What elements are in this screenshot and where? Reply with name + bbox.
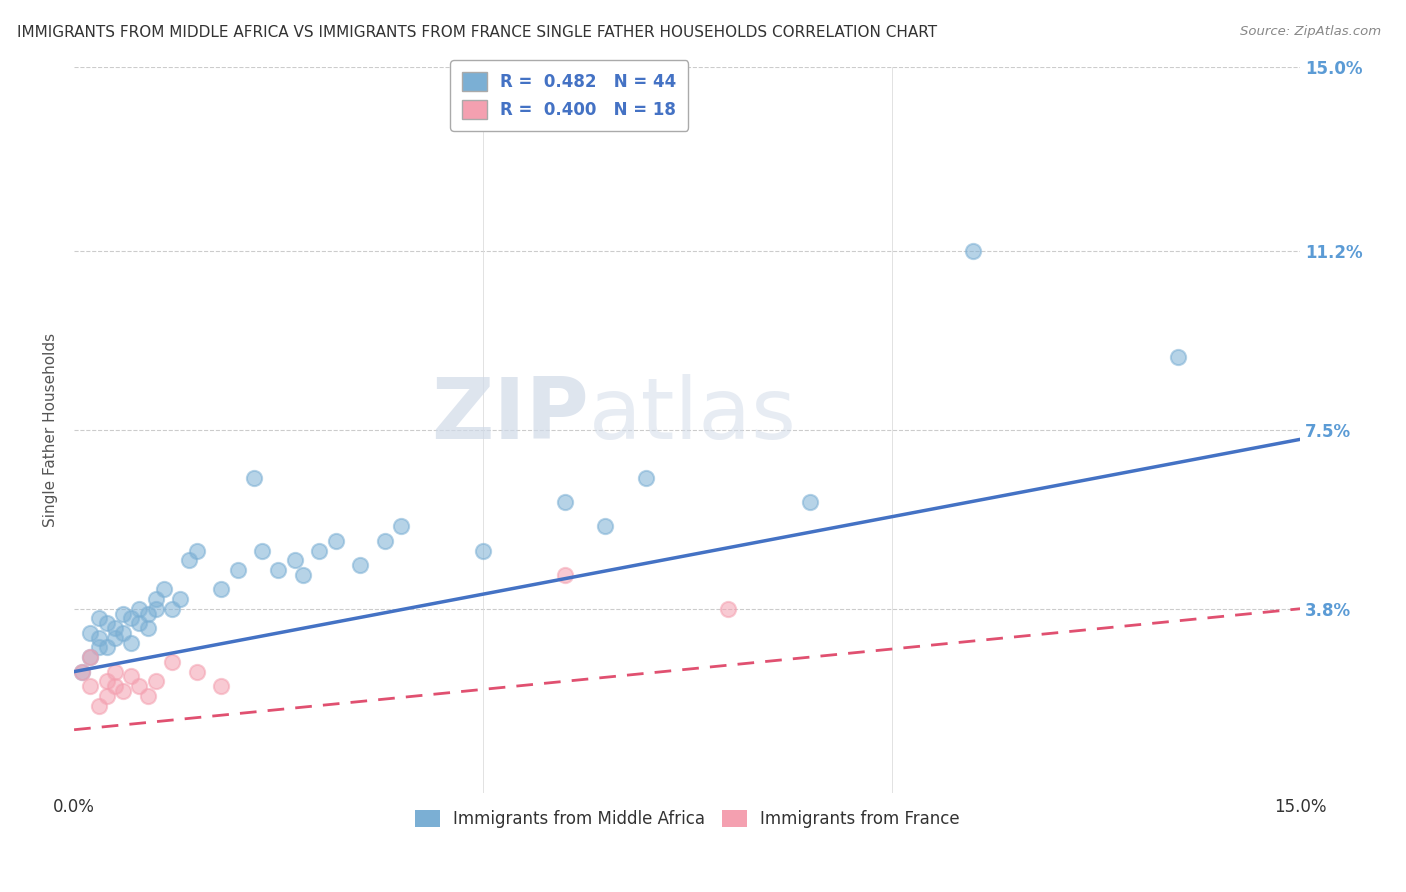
Point: [104, 665, 127, 679]
Point: [136, 607, 159, 621]
Point: [87, 611, 110, 625]
Point: [554, 567, 576, 582]
Point: [267, 563, 290, 577]
Point: [79, 650, 101, 665]
Point: [226, 563, 249, 577]
Point: [120, 635, 142, 649]
Point: [112, 626, 135, 640]
Point: [112, 684, 135, 698]
Point: [87, 640, 110, 655]
Point: [79, 679, 101, 693]
Point: [136, 621, 159, 635]
Point: [177, 553, 200, 567]
Point: [636, 471, 658, 485]
Text: IMMIGRANTS FROM MIDDLE AFRICA VS IMMIGRANTS FROM FRANCE SINGLE FATHER HOUSEHOLDS: IMMIGRANTS FROM MIDDLE AFRICA VS IMMIGRA…: [17, 25, 936, 40]
Point: [169, 592, 191, 607]
Point: [128, 679, 150, 693]
Point: [72, 665, 94, 679]
Point: [717, 601, 740, 615]
Point: [87, 631, 110, 645]
Point: [471, 543, 494, 558]
Point: [79, 650, 101, 665]
Point: [145, 592, 167, 607]
Point: [96, 640, 118, 655]
Point: [186, 543, 208, 558]
Point: [554, 495, 576, 509]
Point: [145, 601, 167, 615]
Point: [389, 519, 412, 533]
Point: [962, 244, 984, 258]
Point: [595, 519, 617, 533]
Point: [1167, 350, 1189, 364]
Point: [243, 471, 266, 485]
Point: [325, 533, 347, 548]
Point: [96, 674, 118, 689]
Point: [209, 582, 232, 597]
Point: [160, 601, 183, 615]
Point: [799, 495, 821, 509]
Y-axis label: Single Father Households: Single Father Households: [44, 333, 58, 526]
Point: [128, 601, 150, 615]
Point: [104, 631, 127, 645]
Point: [104, 621, 127, 635]
Legend: Immigrants from Middle Africa, Immigrants from France: Immigrants from Middle Africa, Immigrant…: [408, 804, 966, 835]
Point: [308, 543, 330, 558]
Point: [87, 698, 110, 713]
Point: [186, 665, 208, 679]
Point: [79, 626, 101, 640]
Point: [104, 679, 127, 693]
Point: [72, 665, 94, 679]
Point: [153, 582, 176, 597]
Point: [374, 533, 396, 548]
Point: [292, 567, 315, 582]
Text: atlas: atlas: [589, 374, 797, 457]
Point: [136, 689, 159, 703]
Point: [112, 607, 135, 621]
Text: Source: ZipAtlas.com: Source: ZipAtlas.com: [1240, 25, 1381, 38]
Point: [349, 558, 371, 573]
Point: [128, 616, 150, 631]
Point: [209, 679, 232, 693]
Point: [96, 689, 118, 703]
Point: [96, 616, 118, 631]
Point: [160, 655, 183, 669]
Point: [145, 674, 167, 689]
Point: [120, 611, 142, 625]
Point: [120, 669, 142, 683]
Point: [250, 543, 273, 558]
Point: [284, 553, 307, 567]
Text: ZIP: ZIP: [432, 374, 589, 457]
